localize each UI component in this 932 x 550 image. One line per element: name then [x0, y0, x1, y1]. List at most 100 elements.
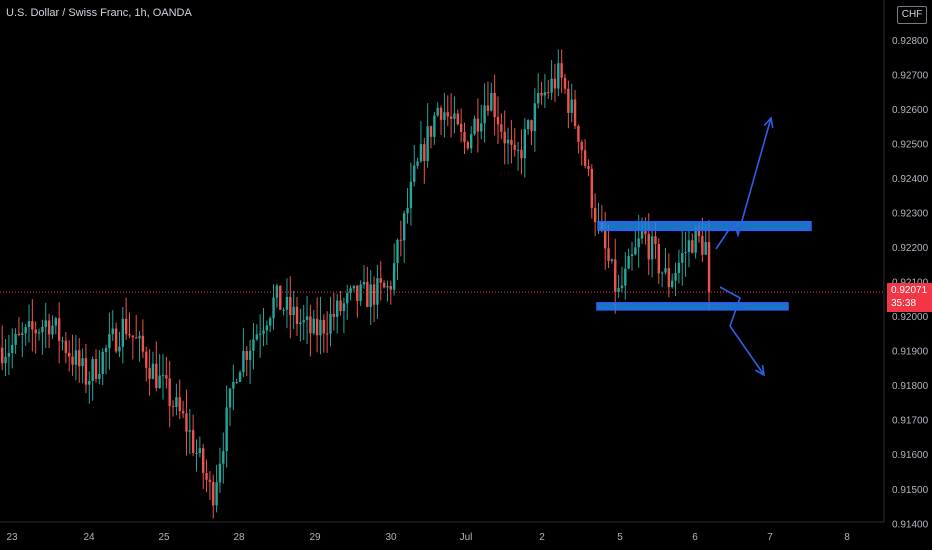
candle-body — [165, 375, 168, 379]
candle-body — [493, 92, 496, 118]
candle-body — [114, 328, 118, 352]
candle-body — [51, 325, 54, 335]
candle-body — [359, 284, 362, 301]
candle-body — [379, 278, 382, 283]
price-tick-label: 0.92300 — [892, 209, 929, 220]
candle-body — [486, 105, 490, 111]
candle-body — [356, 285, 359, 301]
candle-body — [242, 351, 245, 373]
candle-body — [563, 77, 567, 89]
time-tick-label: 30 — [385, 532, 397, 543]
candle-body — [258, 333, 262, 335]
candle-body — [215, 482, 218, 506]
candle-body — [135, 337, 138, 339]
candle-body — [513, 144, 516, 150]
time-tick-label: 6 — [692, 532, 698, 543]
candle-body — [627, 255, 630, 269]
candle-body — [691, 240, 694, 253]
candle-body — [232, 382, 235, 389]
candle-body — [406, 207, 409, 214]
candle-body — [171, 405, 175, 407]
bullish-breakout-arrow[interactable] — [715, 117, 772, 250]
price-tick-label: 0.91900 — [892, 347, 929, 358]
candle-body — [480, 123, 483, 132]
candle-body — [413, 165, 416, 182]
price-tick-label: 0.91700 — [892, 416, 929, 427]
candle-body — [21, 333, 24, 335]
candle-body — [7, 353, 11, 357]
candle-body — [540, 93, 543, 96]
candle-body — [459, 124, 463, 132]
candle-body — [409, 181, 413, 208]
candle-body — [14, 334, 17, 345]
candle-body — [158, 375, 161, 389]
price-tick-label: 0.92500 — [892, 140, 929, 151]
candle-body — [68, 352, 71, 357]
candle-body — [657, 243, 660, 274]
candle-body — [225, 407, 228, 452]
candle-body — [372, 284, 376, 305]
candle-body — [707, 242, 711, 293]
price-tick-label: 0.91400 — [892, 519, 929, 530]
candle-body — [235, 381, 238, 383]
candle-body — [376, 278, 379, 305]
candle-body — [537, 93, 540, 104]
time-tick-label: 5 — [617, 532, 623, 543]
candle-body — [520, 149, 523, 159]
candle-body — [650, 236, 654, 260]
bearish-breakdown-arrow[interactable] — [719, 286, 765, 376]
candle-body — [573, 99, 577, 126]
candle-body — [88, 380, 91, 385]
candle-body — [279, 285, 282, 310]
candle-body — [31, 321, 34, 330]
support-zone[interactable] — [596, 302, 789, 311]
time-tick-label: 24 — [83, 532, 95, 543]
candle-body — [305, 316, 309, 321]
candle-body — [17, 334, 21, 336]
candle-body — [329, 314, 332, 334]
candle-body — [560, 63, 563, 78]
candle-body — [617, 288, 620, 292]
candle-body — [124, 318, 128, 335]
candle-body — [346, 292, 349, 304]
candle-body — [614, 259, 617, 292]
bar-countdown: 35:38 — [891, 298, 917, 309]
candle-body — [456, 113, 459, 125]
candle-body — [275, 285, 279, 298]
candle-body — [47, 320, 51, 335]
candle-body — [386, 286, 389, 288]
candle-body — [27, 321, 31, 328]
candle-body — [269, 318, 272, 326]
candle-body — [684, 252, 687, 254]
candle-body — [547, 92, 550, 94]
candle-body — [61, 340, 64, 342]
candle-body — [336, 300, 339, 317]
candle-body — [37, 332, 41, 334]
projection-arrows — [715, 116, 774, 377]
candle-body — [694, 228, 697, 253]
candle-body — [108, 334, 111, 349]
price-tick-label: 0.91800 — [892, 381, 929, 392]
candle-body — [339, 300, 342, 312]
candle-body — [446, 112, 449, 117]
price-tick-label: 0.92400 — [892, 174, 929, 185]
candle-body — [121, 318, 124, 347]
candle-body — [151, 363, 155, 379]
price-tick-label: 0.92200 — [892, 243, 929, 254]
price-tick-label: 0.92800 — [892, 36, 929, 47]
candle-body — [630, 254, 634, 256]
candle-body — [607, 248, 610, 262]
currency-badge[interactable]: CHF — [897, 6, 927, 24]
candle-body — [352, 285, 356, 289]
candle-body — [423, 144, 426, 162]
candle-body — [222, 451, 225, 464]
candle-body — [443, 112, 446, 120]
candle-body — [433, 115, 436, 137]
candle-body — [265, 325, 269, 331]
candle-body — [557, 63, 560, 89]
candle-body — [620, 285, 624, 289]
candle-body — [426, 126, 429, 162]
candle-body — [674, 273, 677, 281]
resistance-zone[interactable] — [597, 220, 812, 232]
